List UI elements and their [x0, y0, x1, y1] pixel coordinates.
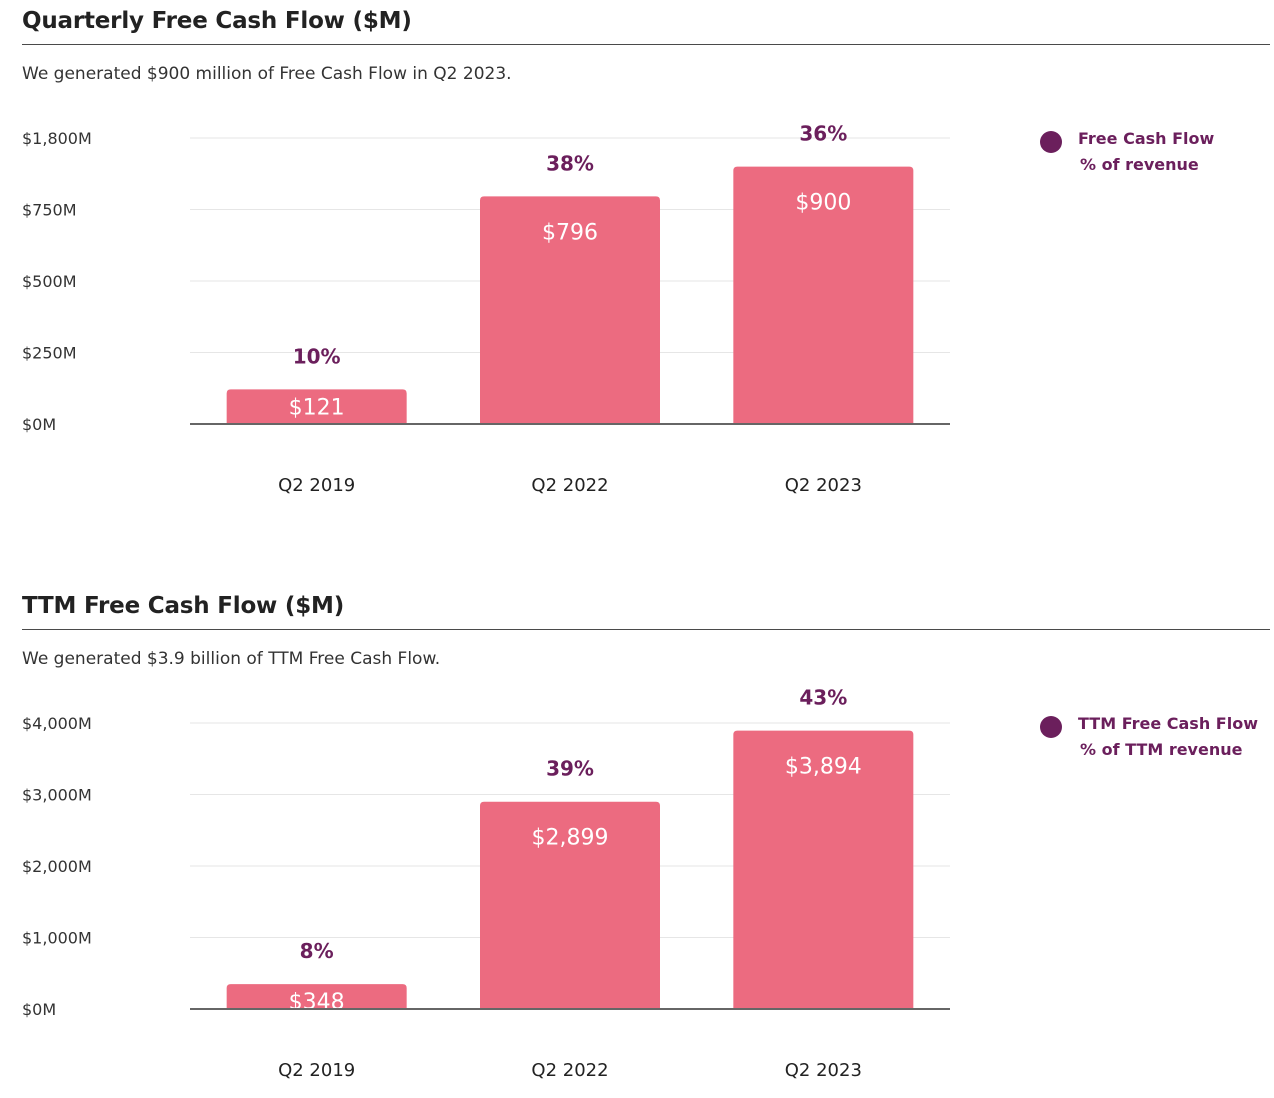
title-divider	[22, 44, 1270, 45]
bar-percent-label: 36%	[799, 122, 847, 146]
bar-value-label: $3,894	[785, 755, 862, 780]
bar	[733, 166, 914, 424]
x-tick-label: Q2 2019	[278, 1060, 355, 1081]
quarterly-fcf-chart: $0M $250M $500M $750M $1,800M $121 10% Q2 2019 $…	[0, 100, 1274, 510]
legend-circle-icon	[1040, 716, 1062, 738]
x-tick-label: Q2 2019	[278, 475, 355, 496]
ttm-fcf-svg: $0M $1,000M $2,000M $3,000M $4,000M $348 8% Q2 …	[22, 686, 950, 1081]
legend-sublabel: % of revenue	[1080, 155, 1199, 174]
x-tick-label: Q2 2023	[785, 1060, 862, 1081]
y-tick-label: $1,000M	[22, 929, 92, 948]
bar-value-label: $900	[795, 191, 851, 216]
chart-subtitle: We generated $3.9 billion of TTM Free Ca…	[22, 649, 441, 669]
chart-subtitle: We generated $900 million of Free Cash F…	[22, 64, 512, 84]
bar-percent-label: 39%	[546, 757, 594, 781]
bar	[226, 389, 407, 424]
bar-value-label: $348	[289, 990, 345, 1015]
bar-percent-label: 10%	[293, 344, 341, 368]
legend-circle-icon	[1040, 131, 1062, 153]
bar	[226, 984, 407, 1009]
y-tick-label: $1,800M	[22, 129, 92, 148]
bar-value-label: $796	[542, 220, 598, 245]
y-tick-label: $4,000M	[22, 714, 92, 733]
y-tick-label: $250M	[22, 344, 77, 363]
x-tick-label: Q2 2022	[531, 475, 608, 496]
bar	[480, 196, 660, 424]
chart-title: TTM Free Cash Flow ($M)	[22, 593, 345, 619]
y-tick-label: $500M	[22, 272, 77, 291]
y-tick-label: $750M	[22, 201, 77, 220]
y-tick-label: $3,000M	[22, 786, 92, 805]
title-divider	[22, 629, 1270, 630]
bar	[733, 730, 914, 1009]
y-tick-label: $0M	[22, 1000, 56, 1019]
bar-value-label: $121	[289, 395, 345, 420]
legend-sublabel: % of TTM revenue	[1080, 740, 1243, 759]
y-tick-label: $0M	[22, 415, 56, 434]
bar-value-label: $2,899	[532, 826, 609, 851]
y-tick-label: $2,000M	[22, 857, 92, 876]
x-tick-label: Q2 2022	[531, 1060, 608, 1081]
bar-percent-label: 38%	[546, 151, 594, 175]
x-tick-label: Q2 2023	[785, 475, 862, 496]
legend-label: Free Cash Flow	[1078, 129, 1215, 148]
chart-title: Quarterly Free Cash Flow ($M)	[22, 8, 412, 34]
bar-percent-label: 8%	[300, 939, 334, 963]
legend-label: TTM Free Cash Flow	[1078, 714, 1258, 733]
bar-percent-label: 43%	[799, 686, 847, 710]
quarterly-fcf-svg: $0M $250M $500M $750M $1,800M $121 10% Q2 2019 $…	[22, 122, 950, 496]
ttm-fcf-chart: $0M $1,000M $2,000M $3,000M $4,000M $348 8% Q2 …	[0, 685, 1274, 1095]
bar	[480, 801, 660, 1009]
